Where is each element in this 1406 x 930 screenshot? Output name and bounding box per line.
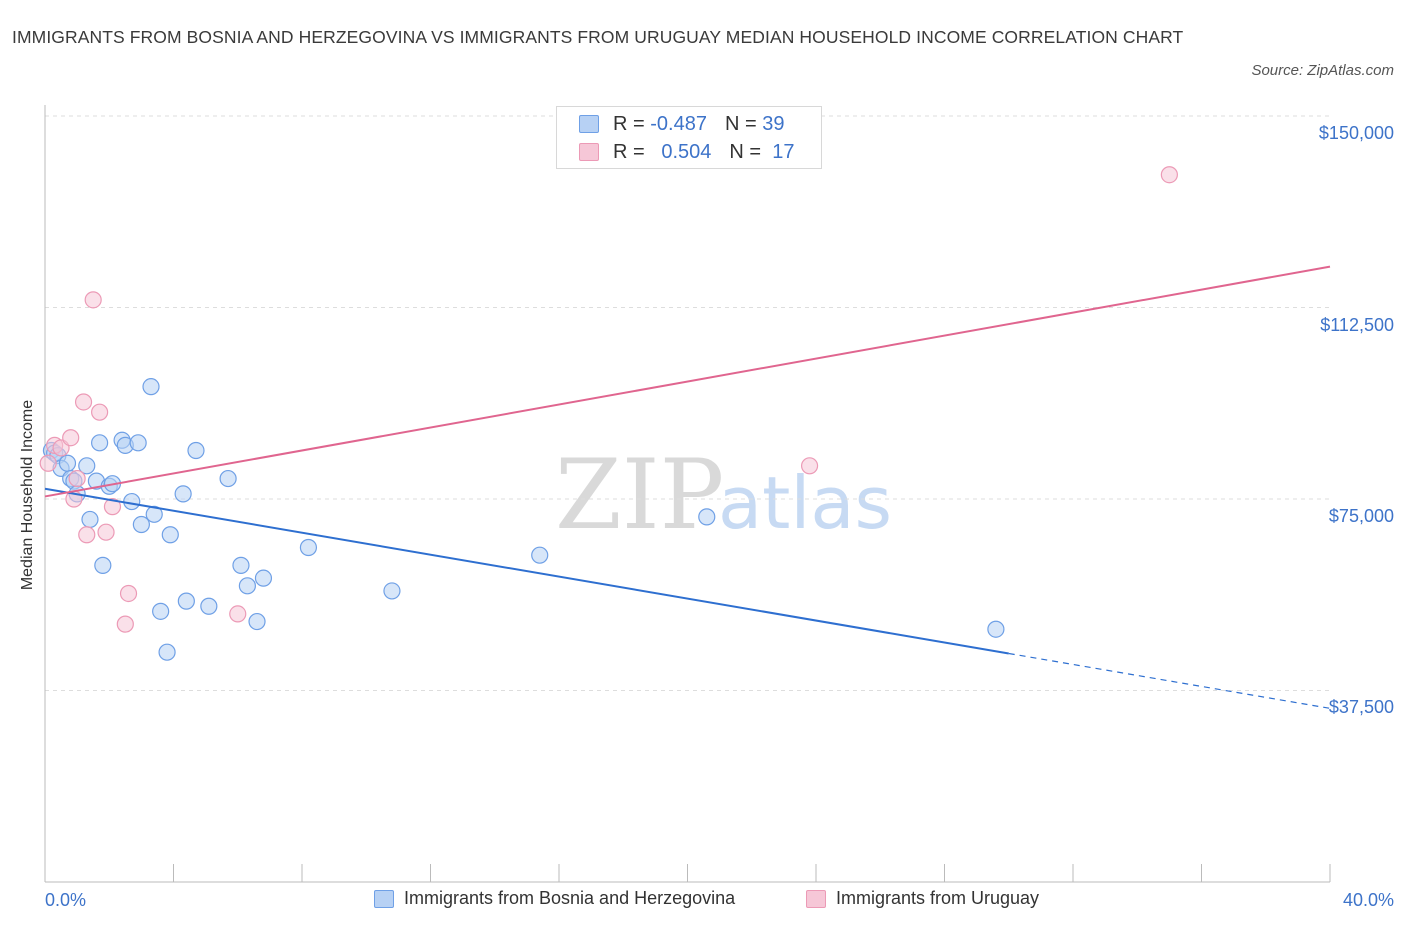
- uruguay-point: [229, 605, 247, 623]
- bosnia-point: [58, 454, 77, 472]
- uruguay-swatch-icon: [579, 143, 599, 161]
- bosnia-point: [91, 434, 109, 452]
- bosnia-swatch-icon: [579, 115, 599, 133]
- bosnia-point: [254, 569, 273, 587]
- n-label: N =: [724, 112, 757, 135]
- bosnia-point: [94, 556, 112, 574]
- uruguay-point: [97, 523, 115, 541]
- bosnia-point: [238, 577, 256, 595]
- source-label: Source: ZipAtlas.com: [1251, 62, 1394, 79]
- bosnia-point: [383, 582, 401, 600]
- bosnia-point: [531, 546, 549, 564]
- uruguay-point: [74, 393, 93, 411]
- uruguay-trend-line: [44, 265, 1331, 498]
- uruguay-point: [119, 584, 138, 603]
- bosnia-point: [78, 457, 96, 475]
- bosnia-trend-line: [44, 487, 1009, 655]
- bosnia-point: [177, 592, 195, 610]
- y-tick-label: $75,000: [1328, 506, 1394, 526]
- bosnia-point: [174, 485, 192, 503]
- bosnia-point: [152, 602, 170, 620]
- bosnia-point: [145, 505, 163, 523]
- bosnia-point: [698, 508, 716, 526]
- watermark-zip: ZIP: [555, 439, 724, 551]
- uruguay-point: [1160, 166, 1178, 184]
- bosnia-point: [161, 526, 179, 544]
- bosnia-point: [129, 434, 147, 452]
- stats-row-uruguay: R = 0.504 N = 17: [579, 138, 794, 166]
- uruguay-point: [116, 615, 134, 633]
- bosnia-point: [142, 378, 160, 396]
- bosnia-legend-swatch-icon: [374, 889, 394, 908]
- stats-legend-box: R = -0.487 N = 39 R = 0.504 N = 17: [556, 106, 822, 169]
- watermark-atlas: atlas: [718, 461, 892, 545]
- legend-label: Immigrants from Bosnia and Herzegovina: [404, 888, 736, 908]
- bosnia-point: [219, 469, 237, 488]
- y-tick-label: $150,000: [1318, 123, 1394, 143]
- uruguay-point: [68, 469, 86, 488]
- uruguay-point: [84, 291, 102, 309]
- bosnia-point: [248, 612, 266, 631]
- n-value: 39: [762, 112, 785, 135]
- y-tick-label: $112,500: [1320, 315, 1394, 335]
- legend-label: Immigrants from Uruguay: [836, 888, 1040, 908]
- r-label: R =: [613, 140, 645, 163]
- x-tick-label-min: 0.0%: [45, 890, 87, 910]
- chart-title: IMMIGRANTS FROM BOSNIA AND HERZEGOVINA V…: [12, 27, 1184, 47]
- uruguay-point: [78, 526, 96, 544]
- r-value: 0.504: [661, 140, 712, 163]
- bosnia-point: [123, 492, 141, 511]
- x-tick-label-max: 40.0%: [1342, 890, 1394, 910]
- bosnia-point: [158, 643, 176, 661]
- bosnia-point: [81, 510, 99, 529]
- uruguay-point: [39, 454, 57, 472]
- uruguay-point: [91, 403, 109, 421]
- uruguay-legend-swatch-icon: [806, 889, 826, 908]
- uruguay-point: [800, 457, 819, 475]
- r-value: -0.487: [650, 112, 707, 135]
- bosnia-trend-line-extension: [1008, 652, 1331, 709]
- series-legend: Immigrants from Bosnia and Herzegovina I…: [0, 888, 1406, 916]
- bosnia-point: [987, 620, 1005, 638]
- bosnia-point: [232, 556, 250, 574]
- uruguay-point: [62, 429, 80, 447]
- r-label: R =: [613, 112, 645, 135]
- legend-item-bosnia: Immigrants from Bosnia and Herzegovina: [374, 888, 735, 909]
- bosnia-point: [200, 597, 218, 615]
- n-value: 17: [772, 140, 795, 163]
- legend-item-uruguay: Immigrants from Uruguay: [806, 888, 1039, 909]
- bosnia-point: [187, 441, 205, 460]
- n-label: N =: [729, 140, 762, 163]
- uruguay-point: [103, 498, 122, 516]
- bosnia-point: [299, 538, 318, 557]
- stats-row-bosnia: R = -0.487 N = 39: [579, 110, 784, 138]
- bosnia-point: [132, 515, 150, 534]
- y-tick-label: $37,500: [1328, 697, 1394, 717]
